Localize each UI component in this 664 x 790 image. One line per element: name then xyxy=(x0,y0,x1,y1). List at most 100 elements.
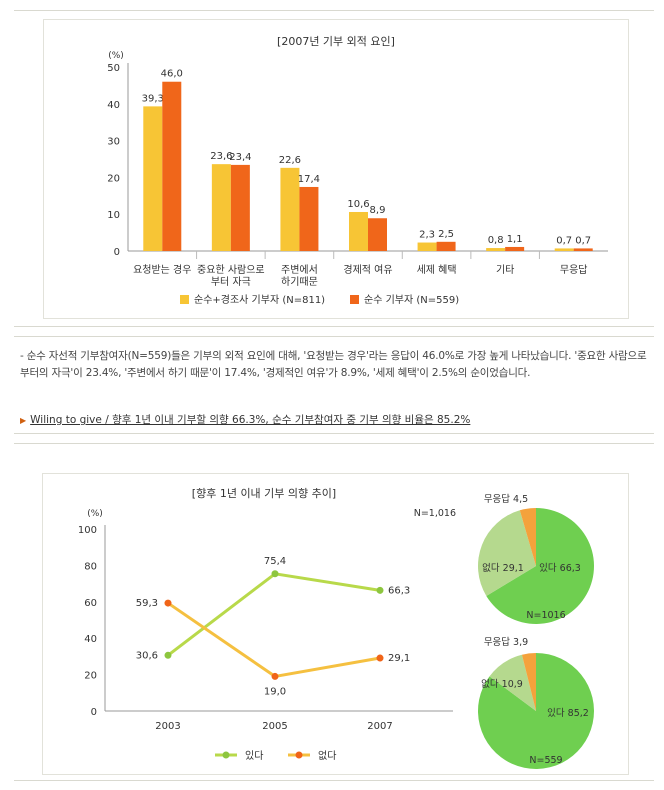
divider xyxy=(14,336,654,337)
line-legend-label: 있다 xyxy=(245,750,263,762)
pie-slice xyxy=(478,510,536,596)
bar-category-label: 기타 xyxy=(496,264,514,276)
line-legend-marker xyxy=(222,751,230,759)
line-data-label: 59,3 xyxy=(136,598,158,609)
bar-chart: [2007년 기부 외적 요인] (%) 0 10 20 30 40 50 39,3 46,0 요청… xyxy=(107,35,608,306)
bar xyxy=(486,248,506,251)
bar xyxy=(349,211,368,251)
bar-y-tick-label: 30 xyxy=(107,137,120,148)
bar-data-label: 39,3 xyxy=(142,93,164,104)
line-y-tick-label: 60 xyxy=(84,598,97,609)
pie-slice xyxy=(489,654,536,711)
line-y-tick-label: 80 xyxy=(84,561,97,572)
bar-y-tick-label: 10 xyxy=(107,210,120,221)
bar-category-label: 하기때문 xyxy=(281,275,318,288)
bar-data-label: 22,6 xyxy=(279,155,301,166)
bar-legend-swatch xyxy=(350,295,359,304)
bar-legend-label: 순수+경조사 기부자 (N=811) xyxy=(194,293,325,306)
line-x-tick-label: 2003 xyxy=(155,721,180,732)
line-point xyxy=(164,651,172,659)
line-legend-label: 없다 xyxy=(318,749,336,762)
line-data-label: 75,4 xyxy=(264,556,286,567)
pie-slice-label: 무응답 3,9 xyxy=(484,636,528,648)
pie-slice-label: 무응답 4,5 xyxy=(484,493,528,505)
line-y-tick-label: 40 xyxy=(84,634,97,645)
pie-slice xyxy=(486,508,594,624)
line-y-tick-label: 0 xyxy=(91,707,97,718)
line-series xyxy=(167,601,381,679)
bar xyxy=(417,242,437,251)
bar-data-label: 23,6 xyxy=(210,151,232,162)
paragraph-text: - 순수 자선적 기부참여자(N=559)들은 기부의 외적 요인에 대해, '… xyxy=(20,350,647,379)
line-series xyxy=(167,572,381,657)
bar-data-label: 46,0 xyxy=(161,69,183,80)
bar xyxy=(554,248,574,251)
bar xyxy=(143,106,163,251)
line-y-tick-label: 20 xyxy=(84,671,97,682)
line-n-note: N=1,016 xyxy=(414,508,456,519)
bar-category-label: 무응답 xyxy=(560,264,588,276)
pie-slice-label: 있다 66,3 xyxy=(539,562,581,574)
bar xyxy=(162,81,182,251)
line-chart: [향후 1년 이내 기부 의향 추이] (%) N=1,016 0 20 40 60 80 10… xyxy=(78,487,594,769)
bar-y-tick-label: 50 xyxy=(107,63,120,74)
line-point xyxy=(376,654,384,662)
line-chart-panel: [향후 1년 이내 기부 의향 추이] (%) N=1,016 0 20 40 60 80 10… xyxy=(42,473,629,775)
line-data-label: 19,0 xyxy=(264,686,286,697)
bar-data-label: 2,3 xyxy=(419,230,435,241)
divider xyxy=(14,443,654,444)
line-point xyxy=(164,599,172,607)
line-point xyxy=(271,570,279,578)
line-data-label: 30,6 xyxy=(136,650,158,661)
pie-slice-label: 없다 29,1 xyxy=(482,562,524,574)
bar-category-label: 요청받는 경우 xyxy=(133,263,191,276)
pie-slice-label: 있다 85,2 xyxy=(547,707,589,719)
bar-legend-swatch xyxy=(180,295,189,304)
line-point xyxy=(271,672,279,680)
arrow-icon: ▶ xyxy=(20,416,27,425)
divider xyxy=(14,433,654,434)
line-y-tick-label: 100 xyxy=(78,525,97,536)
bar-data-label: 0,8 xyxy=(488,235,504,246)
bar-category-label: 중요한 사람으로 xyxy=(197,263,265,276)
bar xyxy=(505,246,525,251)
bar xyxy=(280,167,300,251)
bottom-divider xyxy=(14,780,654,781)
line-data-label: 66,3 xyxy=(388,585,410,596)
bar-data-label: 0,7 xyxy=(556,235,572,246)
pie-slice-label: 없다 10,9 xyxy=(481,678,523,690)
bar-category-label: 세제 혜택 xyxy=(417,264,457,276)
bar xyxy=(573,248,593,251)
bar-data-label: 10,6 xyxy=(347,199,369,210)
line-data-label: 29,1 xyxy=(388,653,410,664)
bar-data-label: 8,9 xyxy=(370,205,386,216)
pie-slice xyxy=(519,508,536,566)
bar-data-label: 23,4 xyxy=(229,152,251,163)
line-point xyxy=(376,586,384,594)
bar-legend-label: 순수 기부자 (N=559) xyxy=(364,294,459,306)
line-legend-marker xyxy=(295,751,303,759)
description-paragraph: - 순수 자선적 기부참여자(N=559)들은 기부의 외적 요인에 대해, '… xyxy=(20,348,652,382)
bar-y-tick-label: 20 xyxy=(107,173,120,184)
line-x-tick-label: 2007 xyxy=(367,721,392,732)
bar-data-label: 17,4 xyxy=(298,174,320,185)
bar-y-tick-label: 40 xyxy=(107,100,120,111)
line-x-tick-label: 2005 xyxy=(262,721,287,732)
bar xyxy=(436,241,456,251)
bar-y-tick-label: 0 xyxy=(114,247,120,258)
pie-n-label: N=1016 xyxy=(526,610,565,621)
bar-data-label: 1,1 xyxy=(507,234,523,245)
top-divider xyxy=(14,10,654,11)
bar-category-label: 주변에서 xyxy=(281,264,318,276)
bar-data-label: 2,5 xyxy=(438,229,454,240)
pie-n-label: N=559 xyxy=(529,755,562,766)
bar xyxy=(299,186,319,251)
bar-data-label: 0,7 xyxy=(575,235,591,246)
bar-category-label: 경제적 여유 xyxy=(343,263,392,276)
bar-chart-title: [2007년 기부 외적 요인] xyxy=(277,35,395,48)
bar-y-unit: (%) xyxy=(108,51,124,61)
willing-to-give-link[interactable]: ▶ Wiling to give / 향후 1년 이내 기부할 의향 66.3%,… xyxy=(20,412,470,427)
line-y-unit: (%) xyxy=(87,509,103,519)
link-text: Wiling to give / 향후 1년 이내 기부할 의향 66.3%, … xyxy=(30,414,471,426)
bar-category-label: 부터 자극 xyxy=(211,276,251,288)
